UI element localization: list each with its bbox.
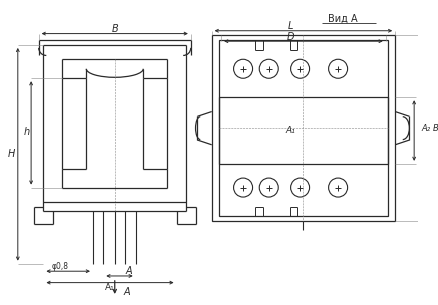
Text: A₂: A₂ xyxy=(421,124,430,133)
Text: B₁: B₁ xyxy=(432,124,438,133)
Text: A₁: A₁ xyxy=(285,126,295,135)
Text: Вид А: Вид А xyxy=(327,13,357,23)
Text: D: D xyxy=(286,32,293,42)
Text: A₁: A₁ xyxy=(105,283,115,292)
Text: H: H xyxy=(7,149,15,159)
Text: L: L xyxy=(287,21,293,31)
Text: A: A xyxy=(125,266,132,276)
Text: h: h xyxy=(23,127,29,138)
Text: B: B xyxy=(111,24,118,34)
Text: A: A xyxy=(124,287,130,297)
Text: φ0,8: φ0,8 xyxy=(52,262,69,271)
